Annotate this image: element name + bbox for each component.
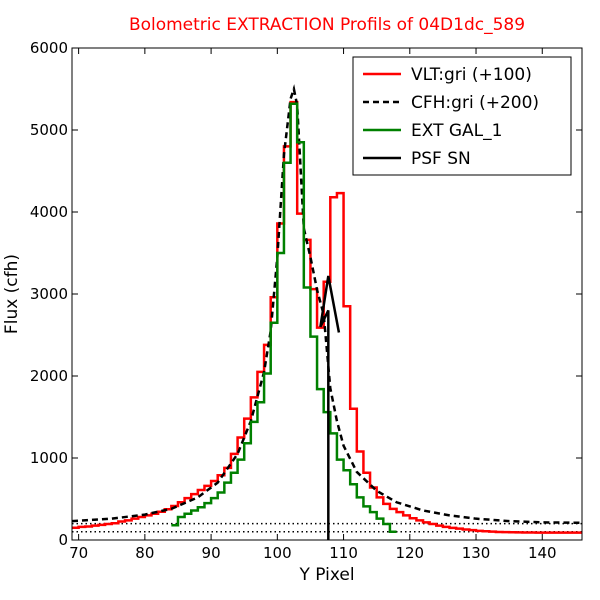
y-tick-label: 0	[58, 531, 68, 549]
y-axis-label: Flux (cfh)	[2, 254, 22, 334]
series-group	[72, 84, 582, 540]
legend-label-3: EXT GAL_1	[411, 121, 502, 141]
x-tick-label: 140	[528, 544, 557, 562]
y-tick-label: 4000	[30, 203, 68, 221]
y-tick-label: 1000	[30, 449, 68, 467]
series-line-2	[72, 84, 582, 525]
x-tick-label: 70	[69, 544, 88, 562]
legend-label-1: VLT:gri (+100)	[411, 65, 532, 85]
x-tick-label: 120	[395, 544, 424, 562]
plot-area	[72, 84, 582, 540]
series-line-3	[171, 102, 397, 534]
x-tick-label: 110	[329, 544, 358, 562]
legend-box	[352, 56, 572, 176]
y-tick-label: 2000	[30, 367, 68, 385]
x-tick-label: 130	[462, 544, 491, 562]
legend: VLT:gri (+100) CFH:gri (+200) EXT GAL_1 PSF…	[352, 56, 572, 176]
chart-title: Bolometric EXTRACTION Profils of 04D1dc_…	[129, 15, 525, 35]
x-tick-label: 90	[202, 544, 221, 562]
series-line-4	[319, 275, 341, 540]
x-axis-label: Y Pixel	[298, 565, 354, 585]
x-tick-label: 100	[263, 544, 292, 562]
y-tick-label: 3000	[30, 285, 68, 303]
axis-ticks: 70 80 90 100 110 120 130 140 0 1000 2000 3000 4000 50…	[30, 39, 582, 562]
plot-frame	[71, 47, 583, 541]
legend-label-4: PSF SN	[411, 149, 471, 169]
legend-label-2: CFH:gri (+200)	[411, 93, 539, 113]
series-line-1	[72, 100, 582, 534]
y-tick-label: 6000	[30, 39, 68, 57]
x-tick-label: 80	[135, 544, 154, 562]
y-tick-label: 5000	[30, 121, 68, 139]
